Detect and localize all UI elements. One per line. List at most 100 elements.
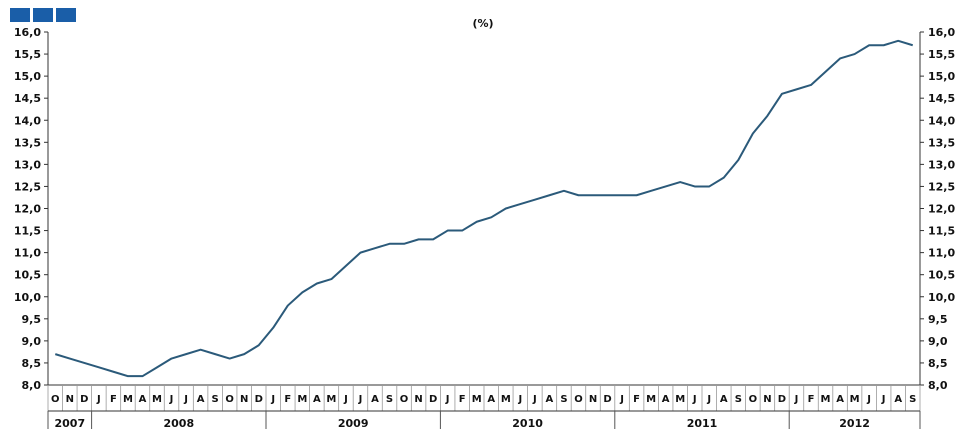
y-tick-label-right: 8,0 xyxy=(928,379,948,392)
month-label: M xyxy=(821,394,831,405)
month-label: J xyxy=(881,394,886,405)
month-label: M xyxy=(326,394,336,405)
y-tick-label-left: 11,0 xyxy=(14,247,41,260)
month-label: J xyxy=(532,394,537,405)
month-label: J xyxy=(517,394,522,405)
year-label: 2010 xyxy=(512,417,543,430)
y-tick-label-left: 15,0 xyxy=(14,70,41,83)
month-label: J xyxy=(169,394,174,405)
month-label: J xyxy=(794,394,799,405)
month-label: S xyxy=(735,394,742,405)
y-tick-label-left: 14,5 xyxy=(14,92,41,105)
y-tick-label-right: 15,0 xyxy=(928,70,955,83)
logo-block xyxy=(10,8,30,22)
month-label: J xyxy=(445,394,450,405)
y-tick-label-right: 11,0 xyxy=(928,247,955,260)
y-tick-label-right: 14,0 xyxy=(928,114,955,127)
month-label: M xyxy=(675,394,685,405)
y-tick-label-left: 11,5 xyxy=(14,225,41,238)
month-label: M xyxy=(850,394,860,405)
y-tick-label-right: 14,5 xyxy=(928,92,955,105)
month-label: O xyxy=(51,394,60,405)
month-label: F xyxy=(808,394,815,405)
month-label: J xyxy=(270,394,275,405)
y-axis-right: 8,0 8,5 9,0 9,5 10,0 10,5 11,0 11,5 12,0 12,5 13,0… xyxy=(919,26,955,392)
month-label: M xyxy=(472,394,482,405)
y-tick-label-left: 14,0 xyxy=(14,114,41,127)
y-tick-label-right: 10,0 xyxy=(928,291,955,304)
month-label: S xyxy=(560,394,567,405)
y-tick-label-right: 9,0 xyxy=(928,335,948,348)
y-tick-label-left: 13,5 xyxy=(14,136,41,149)
month-label: O xyxy=(574,394,583,405)
y-axis-left: 8,0 8,5 9,0 9,5 10,0 10,5 11,0 11,5 12,0 12,5 13,0… xyxy=(14,26,49,392)
month-label: A xyxy=(836,394,844,405)
y-tick-label-left: 12,0 xyxy=(14,203,41,216)
month-label: M xyxy=(152,394,162,405)
month-label: N xyxy=(240,394,248,405)
y-tick-label-right: 16,0 xyxy=(928,26,955,39)
month-label: F xyxy=(110,394,117,405)
month-label: A xyxy=(313,394,321,405)
y-tick-label-right: 10,5 xyxy=(928,269,955,282)
month-label: S xyxy=(212,394,219,405)
month-label: M xyxy=(646,394,656,405)
month-label: D xyxy=(80,394,88,405)
month-label: O xyxy=(400,394,409,405)
unit-label: (%) xyxy=(472,17,493,30)
month-label: D xyxy=(603,394,611,405)
month-label: M xyxy=(123,394,133,405)
y-tick-label-right: 8,5 xyxy=(928,357,948,370)
y-tick-label-left: 8,5 xyxy=(22,357,42,370)
month-label: D xyxy=(778,394,786,405)
year-label: 2011 xyxy=(687,417,718,430)
y-tick-label-left: 9,0 xyxy=(22,335,42,348)
month-label: A xyxy=(662,394,670,405)
month-label: A xyxy=(197,394,205,405)
month-label: J xyxy=(358,394,363,405)
month-label: N xyxy=(763,394,771,405)
month-label: N xyxy=(589,394,597,405)
y-tick-label-right: 11,5 xyxy=(928,225,955,238)
year-label: 2007 xyxy=(54,417,85,430)
month-label: D xyxy=(429,394,437,405)
month-label: A xyxy=(371,394,379,405)
month-label: J xyxy=(619,394,624,405)
logo-block xyxy=(33,8,53,22)
month-label: F xyxy=(284,394,291,405)
y-tick-label-left: 13,0 xyxy=(14,158,41,171)
month-label: F xyxy=(633,394,640,405)
month-label: M xyxy=(297,394,307,405)
y-tick-label-right: 12,0 xyxy=(928,203,955,216)
y-tick-label-left: 10,5 xyxy=(14,269,41,282)
y-tick-label-left: 9,5 xyxy=(22,313,42,326)
month-label: J xyxy=(692,394,697,405)
month-label: A xyxy=(720,394,728,405)
month-label: J xyxy=(866,394,871,405)
month-label: O xyxy=(225,394,234,405)
y-tick-label-right: 12,5 xyxy=(928,180,955,193)
month-label: D xyxy=(255,394,263,405)
month-label: A xyxy=(546,394,554,405)
month-label: A xyxy=(894,394,902,405)
y-tick-label-left: 15,5 xyxy=(14,48,41,61)
y-tick-label-left: 8,0 xyxy=(22,379,42,392)
y-tick-label-right: 13,5 xyxy=(928,136,955,149)
y-tick-label-right: 13,0 xyxy=(928,158,955,171)
month-label: M xyxy=(501,394,511,405)
month-label: J xyxy=(706,394,711,405)
brand-logo xyxy=(10,8,76,22)
month-label: O xyxy=(749,394,758,405)
y-tick-label-right: 15,5 xyxy=(928,48,955,61)
year-label: 2012 xyxy=(839,417,870,430)
month-label: A xyxy=(487,394,495,405)
month-label: N xyxy=(414,394,422,405)
month-label: A xyxy=(139,394,147,405)
y-tick-label-right: 9,5 xyxy=(928,313,948,326)
y-tick-label-left: 10,0 xyxy=(14,291,41,304)
series-line xyxy=(54,39,914,378)
y-tick-label-left: 12,5 xyxy=(14,180,41,193)
month-label: J xyxy=(183,394,188,405)
month-label: S xyxy=(386,394,393,405)
